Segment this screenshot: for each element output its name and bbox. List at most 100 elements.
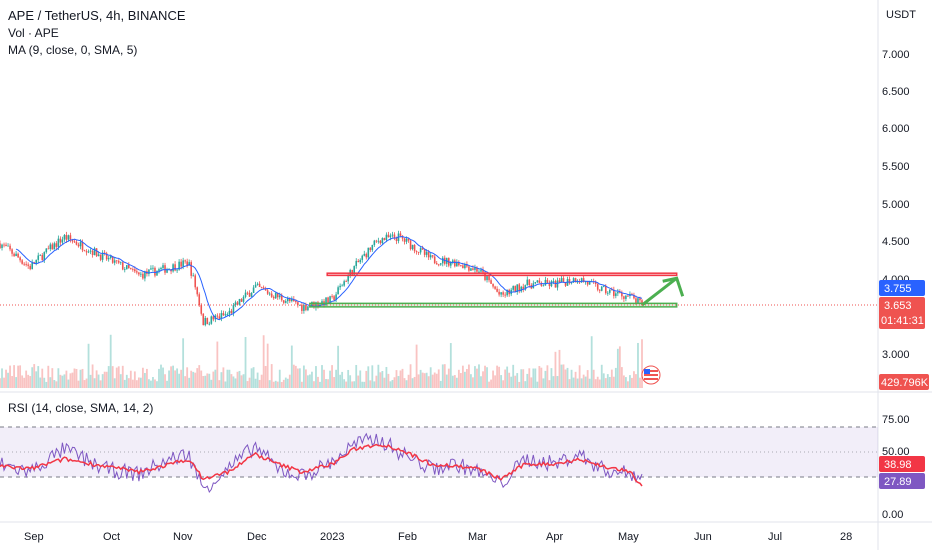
rsi-tick: 75.00 (882, 414, 910, 426)
volume-bar (67, 379, 70, 388)
candle-body (79, 241, 82, 247)
volume-bar (459, 373, 462, 388)
volume-bar (542, 378, 545, 388)
volume-bar (387, 373, 390, 388)
candle-body (109, 256, 112, 258)
candle-body (470, 268, 472, 271)
volume-bar (164, 374, 166, 388)
volume-bar (0, 378, 1, 388)
candle-body (220, 313, 223, 319)
candle-body (49, 244, 52, 250)
volume-bar (556, 376, 559, 388)
volume-bar (498, 366, 501, 388)
volume-bar (470, 374, 472, 388)
volume-bar (578, 365, 581, 388)
candle-body (359, 259, 362, 263)
volume-bar (518, 381, 521, 388)
volume-bar (520, 369, 523, 388)
volume-bar (516, 373, 519, 388)
volume-bar (309, 374, 311, 388)
volume-bar (200, 370, 203, 388)
projection-arrow[interactable] (641, 276, 685, 307)
candle-body (615, 293, 617, 296)
rsi-legend[interactable]: RSI (14, close, SMA, 14, 2) (8, 401, 154, 415)
candle-body (73, 241, 76, 243)
volume-bar (212, 371, 215, 388)
candle-body (182, 260, 184, 267)
volume-bar (117, 366, 120, 388)
volume-bar (244, 337, 247, 388)
volume-bar (463, 371, 466, 388)
candle-body (164, 265, 166, 273)
volume-bar (254, 378, 257, 388)
ma-legend[interactable]: MA (9, close, 0, SMA, 5) (8, 43, 138, 57)
volume-bar (588, 378, 591, 388)
us-flag-icon[interactable] (641, 365, 661, 385)
volume-bar (262, 335, 265, 388)
candle-body (128, 265, 130, 269)
volume-bar (355, 364, 358, 388)
volume-bar (624, 377, 627, 388)
volume-bar (220, 372, 223, 388)
volume-bar (172, 365, 174, 388)
candle-body (291, 299, 293, 302)
candle-body (51, 244, 54, 250)
volume-bar (534, 368, 537, 388)
candle-body (325, 297, 327, 306)
volume-bar (63, 374, 66, 388)
volume-bar (144, 372, 146, 388)
volume-bar (429, 367, 432, 388)
candle-body (439, 263, 442, 265)
candle-body (413, 244, 416, 252)
volume-bar (433, 372, 436, 388)
volume-bar (141, 367, 144, 388)
volume-bar (198, 365, 201, 388)
volume-bar (158, 368, 160, 388)
candle-body (35, 259, 38, 264)
volume-bar (596, 376, 599, 388)
volume-bar (492, 370, 494, 388)
time-tick: Oct (103, 531, 120, 543)
candle-body (542, 285, 545, 287)
volume-bar (282, 379, 285, 388)
volume-bar (45, 381, 48, 388)
volume-bar (139, 377, 142, 388)
volume-bar (252, 367, 255, 388)
volume-bar (381, 370, 384, 388)
candle-body (208, 323, 211, 325)
candle-body (512, 286, 514, 290)
candle-body (625, 295, 627, 299)
candle-body (598, 289, 601, 291)
candle-body (188, 262, 190, 266)
candle-body (83, 250, 86, 252)
volume-bar (182, 338, 185, 388)
volume-bar (395, 370, 398, 388)
candle-body (419, 248, 422, 253)
candle-body (409, 240, 412, 250)
candle-body (639, 298, 641, 301)
candle-body (39, 255, 42, 256)
candle-body (297, 302, 299, 306)
volume-bar (629, 375, 631, 388)
volume-bar (379, 372, 382, 388)
candle-body (635, 298, 637, 303)
candle-body (454, 260, 456, 267)
volume-bar (13, 365, 15, 388)
candle-body (264, 288, 267, 291)
candle-body (564, 282, 567, 286)
chart-title: APE / TetherUS, 4h, BINANCE (8, 8, 186, 23)
candle-body (71, 239, 74, 242)
volume-bar (174, 370, 176, 388)
candle-body (403, 238, 406, 242)
ma-value-tag (879, 280, 925, 296)
resistance-zone[interactable] (326, 272, 678, 277)
candle-body (43, 252, 46, 261)
volume-bar (622, 375, 625, 388)
candle-body (216, 315, 219, 317)
volume-bar (5, 369, 7, 388)
volume-bar (95, 370, 98, 388)
volume-bar (300, 381, 303, 388)
volume-legend[interactable]: Vol · APE (8, 26, 59, 40)
volume-bar (443, 364, 446, 388)
